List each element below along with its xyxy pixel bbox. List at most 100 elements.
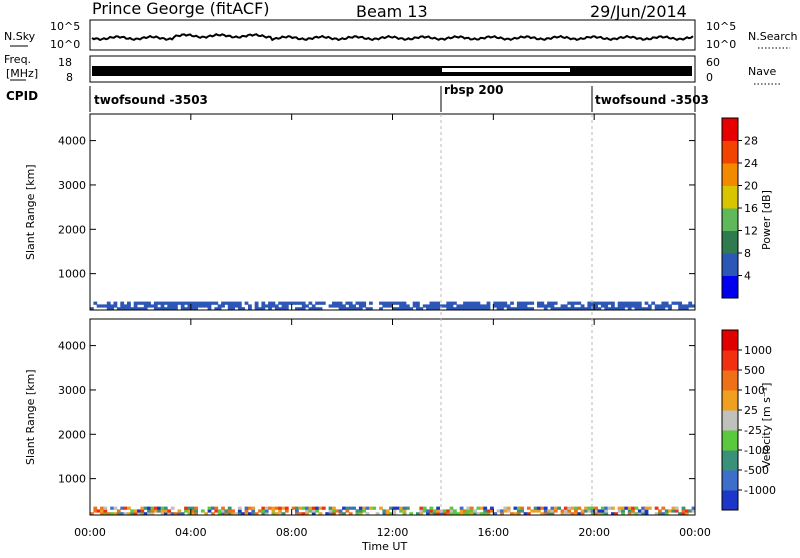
velocity-cell [395,506,400,510]
velocity-cell [177,512,182,516]
power-cell [184,301,188,305]
velocity-cell [90,512,94,516]
power-cell [174,301,178,305]
power-cell [604,307,609,311]
velocity-cell [214,509,219,513]
velocity-cell [523,512,528,516]
velocity-cell [214,506,219,510]
power-ytick-1000: 1000 [58,268,86,281]
power-cell [244,301,249,305]
velocity-cell [432,512,437,516]
power-cell [234,304,239,308]
power-cell [284,301,289,305]
velocity-cell [436,506,440,510]
power-cell [523,304,528,308]
power-cell [143,304,148,308]
velocity-cell [567,506,572,510]
velocity-colorbar-swatch [722,430,738,451]
velocity-cell [587,509,592,513]
velocity-cell [127,512,131,516]
power-cell [463,301,467,305]
power-cell [318,307,323,311]
velocity-cell [157,509,161,513]
velocity-cell [644,512,649,516]
power-cell [180,307,185,311]
velocity-cell [681,512,686,516]
velocity-cell [594,509,598,513]
power-cell [355,301,360,305]
velocity-cell [553,509,558,513]
power-cell [200,301,205,305]
power-cell [422,304,427,308]
velocity-cell [419,512,424,516]
power-cell [133,307,138,311]
velocity-cell [237,509,242,513]
velocity-cell [490,509,494,513]
velocity-cell [644,506,649,510]
power-cell [405,307,410,311]
power-cell [523,307,528,311]
noise-left-label: N.Sky [4,30,36,43]
power-cell [553,307,558,311]
power-cell [261,307,266,311]
power-cell [197,304,202,308]
power-cell [409,307,414,311]
power-cell [170,307,175,311]
power-cell [516,304,521,308]
power-cell [617,301,622,305]
power-cell [140,307,145,311]
power-cell [237,301,242,305]
velocity-cell [190,512,195,516]
power-cell [456,307,461,311]
velocity-cell [459,509,464,513]
power-cell [379,307,383,311]
power-cell [611,304,615,308]
noise-right-label: N.Search [748,30,798,43]
power-cell [661,307,666,311]
nave-tick-bottom: 0 [706,71,713,84]
power-cell [167,301,172,305]
velocity-cell [526,506,531,510]
power-cell [449,301,454,305]
power-cell [476,307,481,311]
power-colorbar-swatch [722,253,738,276]
power-cell [594,301,598,305]
power-cell [469,301,474,305]
power-cell [631,301,635,305]
velocity-cell [553,506,558,510]
power-cell [483,304,488,308]
velocity-cell [543,509,548,513]
velocity-cell [540,512,545,516]
velocity-cell [137,512,141,516]
velocity-cell [658,512,662,516]
power-cell [395,307,400,311]
velocity-cell [459,512,464,516]
velocity-cell [590,512,595,516]
velocity-cell [389,512,393,516]
velocity-cell [113,506,118,510]
power-cell [167,304,172,308]
power-cell [496,301,501,305]
velocity-cell [231,512,235,516]
power-cell [456,304,461,308]
power-cell [550,301,555,305]
velocity-cell [631,506,635,510]
velocity-cell [100,512,104,516]
velocity-cell [291,506,296,510]
power-cell [520,301,524,305]
velocity-cell [658,509,662,513]
power-cell [658,304,662,308]
power-cell [332,301,336,305]
power-cell [214,307,219,311]
velocity-cell [429,506,434,510]
power-cell [661,304,666,308]
velocity-cell [332,506,336,510]
power-cell [261,301,266,305]
freq-tick-top: 18 [58,56,72,69]
velocity-cell [147,509,151,513]
velocity-cell [311,509,316,513]
power-cell [281,307,286,311]
power-cell [594,304,598,308]
velocity-cell [140,509,145,513]
velocity-cell [500,509,504,513]
